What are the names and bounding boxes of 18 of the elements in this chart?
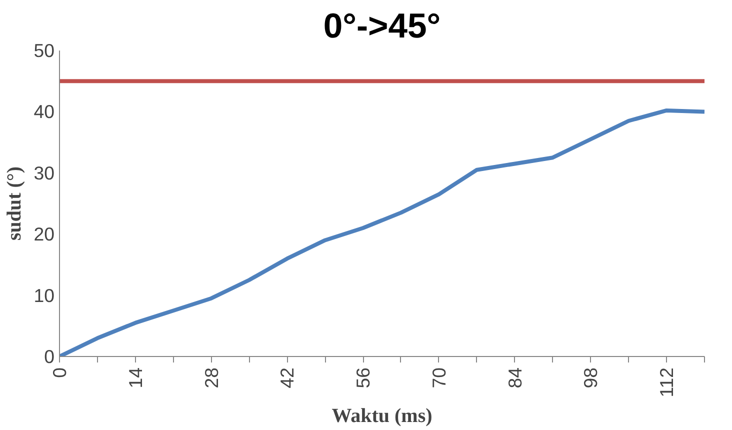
y-axis-title: sudut (°): [4, 166, 26, 241]
chart-title: 0°->45°: [323, 8, 441, 46]
y-tick-label: 40: [34, 101, 55, 122]
x-axis-title: Waktu (ms): [332, 405, 432, 428]
x-tick-label: 70: [428, 367, 450, 388]
x-tick-label: 42: [276, 367, 298, 388]
y-tick-label: 10: [34, 284, 55, 306]
x-tick-label: 84: [504, 367, 526, 388]
y-tick-label: 0: [44, 346, 55, 367]
x-tick-label: 28: [200, 367, 222, 388]
x-tick-label: 14: [124, 367, 146, 388]
y-tick-label: 20: [34, 224, 55, 245]
y-tick-label: 50: [34, 40, 55, 61]
x-tick-label: 0: [49, 367, 70, 378]
x-tick-label: 98: [580, 367, 602, 388]
x-tick-label: 56: [352, 367, 374, 388]
x-tick-label: 112: [656, 367, 678, 398]
y-tick-label: 30: [34, 162, 55, 184]
